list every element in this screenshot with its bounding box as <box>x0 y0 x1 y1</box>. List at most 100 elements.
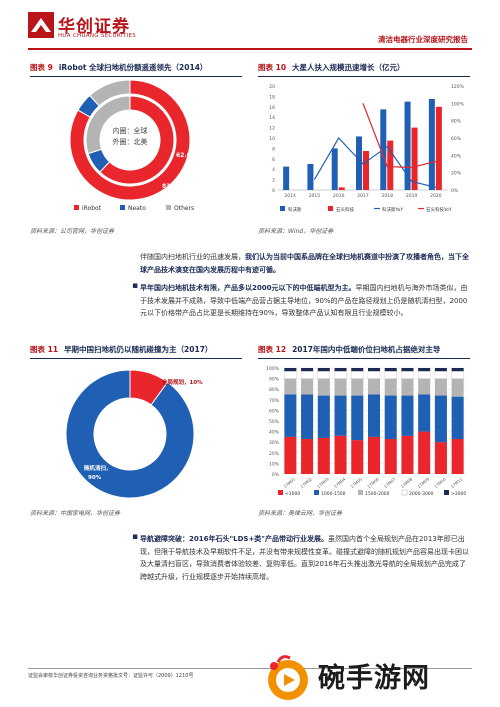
fig12-bar-segment-3 <box>334 371 347 379</box>
paragraph-early-market-bold: 早年国内扫地机技术有限，产品多以2000元以下的中低端机型为主。 <box>140 284 356 292</box>
fig10-bar-0 <box>428 99 435 190</box>
fig9-legend-label: iRobot <box>82 205 102 212</box>
fig10-x-tick: 2020 <box>430 193 442 199</box>
fig12-bar-segment-2 <box>384 378 397 396</box>
fig10-y2-tick: 120% <box>451 84 465 90</box>
fig10-bar-1 <box>387 140 394 190</box>
fig12-bar-segment-1 <box>301 394 314 440</box>
fig12-bar-segment-4 <box>334 368 347 372</box>
fig9-legend-swatch <box>120 205 125 210</box>
fig10-y2-tick: 100% <box>451 101 465 107</box>
fig10-y-tick: 4 <box>272 167 275 173</box>
fig9-slice-inner-0 <box>99 95 175 185</box>
paragraph-intro: 伴随国内扫地机行业的迅速发展，我们认为当前中国系品牌在全球扫地机赛道中扮演了攻播… <box>140 251 470 276</box>
fig10-y-tick: 14 <box>269 115 275 121</box>
fig12-bar-segment-1 <box>434 395 447 443</box>
fig12-bar-segment-4 <box>384 368 397 372</box>
fig12-bar-segment-3 <box>317 371 330 379</box>
fig9-inner-label: 62.0% <box>176 152 197 159</box>
fig12-bar-segment-1 <box>418 394 431 432</box>
fig10-y-tick: 20 <box>269 84 275 90</box>
fig12-bar-segment-1 <box>334 395 347 436</box>
fig12-legend-swatch <box>358 490 363 495</box>
fig12-x-tick: 17M02 <box>299 476 313 489</box>
fig12-legend-label: 2000-3000 <box>409 491 434 497</box>
fig12-bar-segment-2 <box>451 378 464 397</box>
paragraph-early-market: 早年国内扫地机技术有限，产品多以2000元以下的中低端机型为主。早期国内扫地机与… <box>140 282 470 320</box>
fig9-center-line1: 内圈：全球 <box>113 126 148 135</box>
paragraph-early-market-body: 早期国内扫地机与海外市场类似，由于技术发展并不成熟，导致中低端产品营占据主导地位… <box>140 284 468 317</box>
fig12-x-tick: 17M11 <box>450 476 464 489</box>
fig12-bar-segment-4 <box>418 368 431 372</box>
fig10-legend-label: 石头科技 <box>336 206 354 213</box>
fig11-tag: 图表 11 <box>30 345 59 354</box>
fig11-label-global: 全局规划，10% <box>161 378 203 386</box>
fig9-title-rule <box>30 76 242 77</box>
fig12-bar-segment-1 <box>351 395 364 441</box>
fig12-bar-segment-0 <box>451 439 464 474</box>
fig10-x-tick: 2015 <box>309 193 321 199</box>
fig10-bar-0 <box>283 166 290 190</box>
fig10-bar-0 <box>307 164 314 190</box>
paragraph-intro-lead: 伴随国内扫地机行业的迅速发展， <box>140 253 245 261</box>
fig11-slice-1 <box>65 369 195 499</box>
fig12-x-tick: 17M08 <box>400 476 414 489</box>
fig12-y-tick: 100% <box>266 366 280 372</box>
fig12-legend-swatch <box>401 489 408 496</box>
footer-divider <box>28 668 472 669</box>
fig10-y2-tick: 40% <box>451 153 462 159</box>
fig12-bar-segment-1 <box>401 395 414 436</box>
fig12-bar-segment-4 <box>317 368 330 372</box>
fig12-legend-swatch <box>278 490 283 495</box>
fig12-bar-segment-2 <box>401 378 414 396</box>
fig12-bar-segment-4 <box>401 368 414 372</box>
fig12-bar-segment-3 <box>351 371 364 379</box>
fig12-bar-segment-1 <box>451 396 464 440</box>
fig12-x-tick: 17M05 <box>349 476 363 489</box>
fig10-bar-1 <box>411 127 418 190</box>
fig10-title-text: 大星人扶入规模迅速增长（亿元） <box>292 63 405 72</box>
fig10-y-tick: 18 <box>269 94 275 100</box>
fig10-yoy-line-3 <box>362 103 437 169</box>
fig10-y-tick: 16 <box>269 105 275 111</box>
fig10-bar-1 <box>363 151 369 190</box>
paragraph-navigation-bold: 导航避障突破：2016年石头"LDS+类"产品带动行业发展。 <box>140 535 328 543</box>
fig12-y-tick: 50% <box>269 419 280 425</box>
fig10-y-tick: 2 <box>272 178 275 184</box>
fig12-x-tick: 17M10 <box>433 476 447 489</box>
fig12-x-tick: 17M07 <box>383 476 397 489</box>
fig9-tag: 图表 9 <box>30 63 53 72</box>
fig12-bar-segment-2 <box>301 378 314 395</box>
fig12-bar-segment-3 <box>300 371 314 379</box>
fig12-bar-segment-0 <box>317 437 330 474</box>
fig12-legend-label: <1000 <box>285 491 300 497</box>
fig10-legend-swatch <box>280 206 285 211</box>
fig11-source: 资料来源：中国家电网，华创证券 <box>30 510 121 517</box>
fig12-bar-segment-4 <box>301 368 314 372</box>
fig11-label-random-pct: 90% <box>88 475 102 481</box>
fig10-yoy-line-2 <box>313 137 437 188</box>
fig12-source: 资料来源：奥维云网，华创证券 <box>258 510 343 517</box>
fig12-bar-segment-2 <box>418 378 431 395</box>
fig12-bar-segment-3 <box>384 371 397 379</box>
fig12-bar-segment-1 <box>367 394 381 437</box>
fig12-title: 图表 12 2017年国内中低端价位扫地机占据绝对主导 <box>258 344 440 355</box>
fig10-tag: 图表 10 <box>258 63 287 72</box>
fig9-slice-outer-2 <box>89 80 131 107</box>
fig10-bar-0 <box>331 148 338 190</box>
fig12-x-tick: 17M01 <box>283 476 297 489</box>
fig12-bar-segment-4 <box>434 368 447 372</box>
fig12-legend-swatch <box>444 490 449 495</box>
fig10-legend-label: 科沃斯 <box>288 206 302 213</box>
fig9-slice-inner-2 <box>85 95 131 155</box>
header-divider <box>28 48 472 50</box>
fig12-bar-segment-4 <box>367 368 381 372</box>
fig12-y-tick: 0% <box>272 472 280 478</box>
fig9-title: 图表 9 iRobot 全球扫地机份额遥遥领先（2014） <box>30 62 207 73</box>
fig10-y2-tick: 0% <box>451 188 459 194</box>
fig12-y-tick: 80% <box>269 387 280 393</box>
fig9-legend-swatch <box>74 205 79 210</box>
fig10-legend-label: 石头科技YoY <box>426 206 452 213</box>
footer-license: 证监会审核华创证券投资咨询业务资格批文号：证监许可（2009）1210号 <box>28 673 194 679</box>
fig12-legend-label: >3000 <box>451 491 466 497</box>
